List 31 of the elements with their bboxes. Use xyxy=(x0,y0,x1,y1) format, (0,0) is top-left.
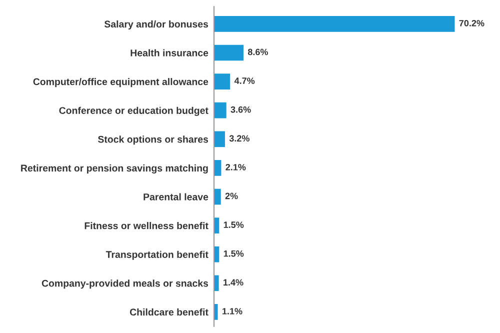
bar xyxy=(214,74,230,90)
y-tick-label: Health insurance xyxy=(130,49,208,56)
bar xyxy=(214,44,244,61)
y-tick-label: Retirement or pension savings matching xyxy=(21,164,208,174)
y-tick-label: Conference or education budget xyxy=(59,106,208,116)
data-label: 1.4% xyxy=(224,279,244,286)
y-tick-label: Fitness or wellness benefit xyxy=(84,222,208,230)
data-label: 1.5% xyxy=(224,222,244,228)
bar xyxy=(214,102,226,118)
bar xyxy=(214,188,221,205)
y-tick-label: Computer/office equipment allowance xyxy=(33,78,208,88)
bar xyxy=(214,16,455,32)
y-tick-label: Company-provided meals or snacks xyxy=(42,280,208,289)
data-label: 3.2% xyxy=(229,135,250,142)
data-label: 70.2% xyxy=(459,20,484,26)
data-label: 1.5% xyxy=(224,250,244,257)
y-tick-label: Childcare benefit xyxy=(130,308,208,316)
y-tick-label: Stock options or shares xyxy=(98,136,208,145)
data-label: 4.7% xyxy=(234,78,255,84)
bar xyxy=(214,131,225,148)
data-label: 1.1% xyxy=(222,308,242,314)
y-tick-label: Salary and/or bonuses xyxy=(104,20,208,30)
data-label: 3.6% xyxy=(230,106,251,113)
data-label: 2.1% xyxy=(226,164,246,170)
y-tick-label: Transportation benefit xyxy=(106,250,208,260)
data-label: 2% xyxy=(225,192,238,200)
bar xyxy=(214,275,219,292)
data-label: 8.6% xyxy=(248,48,268,56)
bar xyxy=(214,304,218,320)
bar xyxy=(214,160,222,176)
y-tick-label: Parental leave xyxy=(144,193,208,200)
